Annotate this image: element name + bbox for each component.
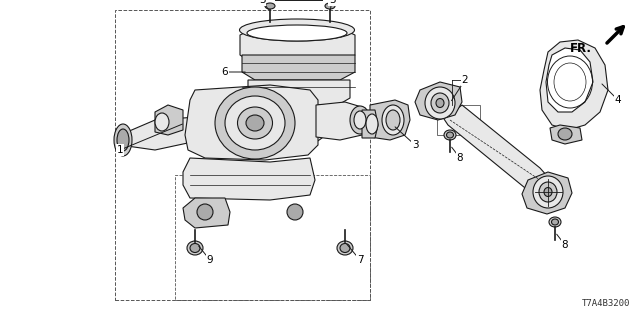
Text: 3: 3 xyxy=(412,140,419,150)
Ellipse shape xyxy=(431,93,449,113)
Polygon shape xyxy=(546,48,593,112)
Ellipse shape xyxy=(436,99,444,108)
Polygon shape xyxy=(316,102,368,140)
Ellipse shape xyxy=(237,107,273,139)
Ellipse shape xyxy=(340,244,350,252)
Text: T7A4B3200: T7A4B3200 xyxy=(582,299,630,308)
Polygon shape xyxy=(272,128,322,145)
Ellipse shape xyxy=(215,87,295,159)
Ellipse shape xyxy=(325,3,335,9)
Ellipse shape xyxy=(549,217,561,227)
Ellipse shape xyxy=(552,219,559,225)
Ellipse shape xyxy=(246,115,264,131)
Text: 5: 5 xyxy=(259,0,266,5)
Polygon shape xyxy=(248,80,350,105)
Polygon shape xyxy=(415,82,462,120)
Ellipse shape xyxy=(239,19,355,41)
Ellipse shape xyxy=(386,110,400,130)
Polygon shape xyxy=(183,198,230,228)
Polygon shape xyxy=(185,85,318,160)
Ellipse shape xyxy=(425,87,455,119)
Ellipse shape xyxy=(366,114,378,134)
Ellipse shape xyxy=(533,176,563,208)
Text: 9: 9 xyxy=(207,255,213,265)
Ellipse shape xyxy=(197,204,213,220)
Ellipse shape xyxy=(350,106,370,134)
Text: 6: 6 xyxy=(221,67,228,77)
Polygon shape xyxy=(522,172,572,214)
Ellipse shape xyxy=(287,204,303,220)
Ellipse shape xyxy=(265,3,275,9)
Ellipse shape xyxy=(117,129,129,151)
Ellipse shape xyxy=(382,105,404,135)
Polygon shape xyxy=(120,115,225,150)
Text: 5: 5 xyxy=(329,0,335,5)
Polygon shape xyxy=(442,105,548,192)
Polygon shape xyxy=(362,110,378,138)
Polygon shape xyxy=(183,158,315,200)
Polygon shape xyxy=(155,105,183,135)
Ellipse shape xyxy=(544,188,552,196)
Text: 4: 4 xyxy=(614,95,621,105)
Ellipse shape xyxy=(114,124,132,156)
Polygon shape xyxy=(550,125,582,144)
Ellipse shape xyxy=(539,182,557,202)
Polygon shape xyxy=(240,24,355,68)
Ellipse shape xyxy=(155,113,169,131)
Text: FR.: FR. xyxy=(570,42,592,54)
Ellipse shape xyxy=(225,96,285,150)
Ellipse shape xyxy=(447,132,454,138)
Ellipse shape xyxy=(558,128,572,140)
Text: 8: 8 xyxy=(457,153,463,163)
Polygon shape xyxy=(437,105,480,135)
Ellipse shape xyxy=(444,130,456,140)
Ellipse shape xyxy=(187,241,203,255)
Polygon shape xyxy=(242,55,355,80)
Text: 2: 2 xyxy=(461,75,468,85)
Ellipse shape xyxy=(337,241,353,255)
Text: 7: 7 xyxy=(356,255,364,265)
Text: 1: 1 xyxy=(116,145,124,155)
Polygon shape xyxy=(370,100,410,140)
Ellipse shape xyxy=(354,111,366,129)
Polygon shape xyxy=(262,105,338,128)
Text: 8: 8 xyxy=(562,240,568,250)
Ellipse shape xyxy=(190,244,200,252)
Polygon shape xyxy=(540,40,608,130)
Ellipse shape xyxy=(247,25,347,41)
